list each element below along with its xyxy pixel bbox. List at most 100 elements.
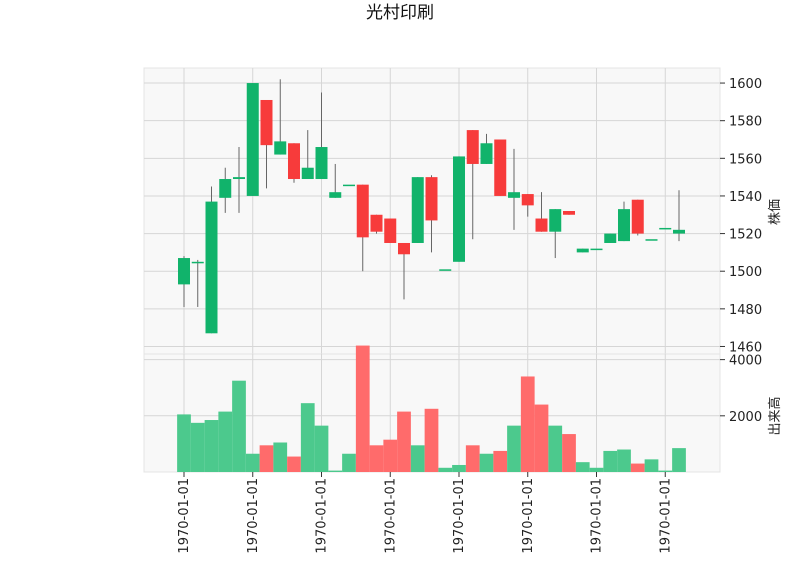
candle-body — [590, 248, 603, 251]
volume-bar — [658, 470, 673, 472]
price-axis-ticks: 1460 1480 1500 1520 1540 1560 1580 1600 — [720, 77, 762, 355]
volume-bar — [218, 411, 233, 472]
volume-tick-label: 4000 — [729, 354, 762, 369]
volume-bar — [575, 462, 590, 472]
volume-bar — [507, 425, 521, 472]
price-tick-label: 1540 — [729, 190, 762, 205]
volume-bar — [520, 376, 535, 472]
volume-bar — [410, 445, 425, 472]
volume-bar — [232, 380, 246, 472]
candle-body — [425, 177, 438, 221]
x-tick-label: 1970-01-01 — [315, 478, 330, 554]
price-tick-label: 1520 — [729, 228, 762, 243]
volume-bar — [644, 459, 659, 472]
candle-body — [576, 248, 589, 253]
volume-bar — [534, 404, 549, 472]
price-tick-label: 1580 — [729, 115, 762, 130]
candle-body — [260, 99, 273, 146]
candle-body — [191, 261, 204, 264]
candle-body — [480, 143, 493, 164]
x-tick-label: 1970-01-01 — [590, 478, 605, 554]
candle-body — [343, 184, 355, 187]
candle-body — [604, 233, 617, 243]
candle-body — [673, 229, 685, 234]
price-tick-label: 1500 — [729, 265, 762, 280]
candle-body — [521, 194, 534, 206]
candle-body — [535, 218, 548, 232]
candle-body — [178, 258, 190, 285]
candle-body — [356, 184, 369, 238]
candle-body — [384, 218, 397, 243]
candle-body — [659, 227, 672, 230]
volume-bar — [314, 425, 329, 472]
candle-body — [508, 192, 520, 198]
volume-axis-ticks: 2000 4000 — [720, 354, 762, 425]
volume-bar — [424, 408, 439, 472]
volume-bar — [190, 422, 205, 472]
price-panel: 1460 1480 1500 1520 1540 1560 1580 1600 株価 — [143, 67, 783, 355]
price-tick-label: 1480 — [729, 303, 762, 318]
candle-body — [398, 242, 410, 255]
candle-body — [453, 156, 465, 262]
volume-bar — [300, 403, 315, 472]
candle-body — [439, 269, 452, 271]
candle-body — [563, 211, 575, 215]
volume-bar — [630, 463, 645, 472]
volume-bar — [383, 439, 398, 472]
volume-bar — [259, 445, 274, 472]
volume-axis-label: 出来高 — [767, 396, 783, 435]
price-tick-label: 1560 — [729, 152, 762, 167]
candle-body — [301, 167, 314, 180]
x-tick-label: 1970-01-01 — [177, 478, 192, 554]
x-tick-label: 1970-01-01 — [658, 478, 673, 554]
x-tick-label: 1970-01-01 — [521, 478, 536, 554]
candle-body — [618, 209, 630, 242]
volume-bar — [204, 420, 219, 472]
volume-bar — [465, 445, 480, 472]
volume-bar — [177, 414, 191, 472]
volume-tick-label: 2000 — [729, 410, 762, 425]
x-tick-label: 1970-01-01 — [383, 478, 398, 554]
volume-bar — [342, 453, 356, 472]
volume-bar — [562, 434, 576, 472]
volume-bar — [603, 450, 618, 472]
volume-bar — [479, 453, 494, 472]
volume-bar — [438, 467, 453, 472]
volume-bar — [548, 425, 563, 472]
x-tick-label: 1970-01-01 — [452, 478, 467, 554]
candle-body — [411, 177, 424, 243]
x-tick-label: 1970-01-01 — [246, 478, 261, 554]
candle-body — [233, 177, 245, 180]
volume-bar — [287, 456, 301, 472]
volume-bar — [589, 467, 604, 472]
candle-body — [466, 130, 479, 164]
volume-bar — [355, 345, 370, 472]
volume-bar — [245, 453, 260, 472]
price-tick-label: 1460 — [729, 340, 762, 355]
volume-bar — [369, 445, 384, 472]
candle-body — [549, 209, 562, 232]
candle-body — [219, 179, 232, 198]
volume-bar — [672, 448, 686, 472]
volume-bar — [273, 442, 288, 472]
candle-body — [370, 214, 383, 232]
candle-body — [494, 139, 507, 196]
candles — [178, 79, 685, 334]
chart-title: 光村印刷 — [366, 3, 434, 23]
volume-bar — [397, 411, 411, 472]
x-axis-ticks: 1970-01-01 1970-01-01 1970-01-01 1970-01-01… — [177, 472, 673, 554]
candle-body — [288, 143, 300, 180]
candle-body — [315, 147, 328, 180]
candle-body — [246, 83, 259, 196]
volume-bar — [617, 449, 631, 472]
candle-body — [645, 239, 658, 241]
candle-body — [205, 201, 218, 334]
volume-bar — [493, 450, 508, 472]
volume-panel: 2000 4000 出来高 — [143, 345, 783, 473]
price-tick-label: 1600 — [729, 77, 762, 92]
volume-bars — [177, 345, 686, 472]
price-axis-label: 株価 — [768, 199, 783, 225]
candle-body — [274, 141, 287, 155]
candle-body — [329, 192, 342, 198]
